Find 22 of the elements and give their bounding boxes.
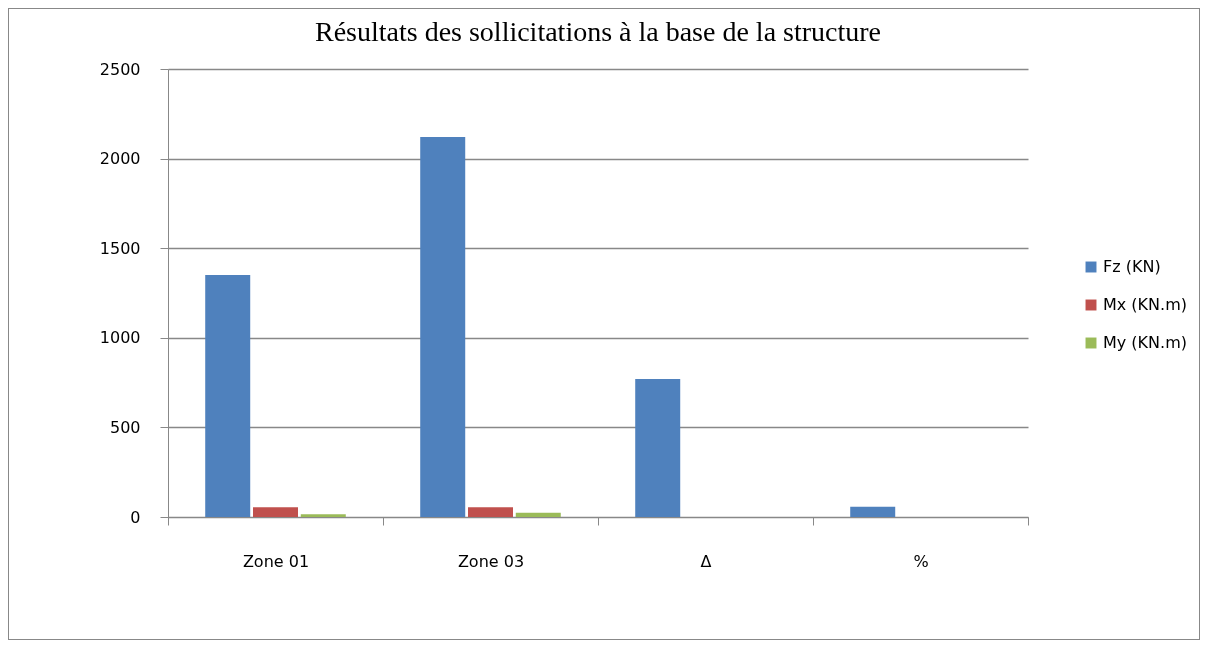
legend-label: Mx (KN.m) [1103, 295, 1187, 314]
y-tick-label: 1500 [99, 238, 141, 258]
x-tick-label: Zone 03 [457, 551, 525, 571]
bar [468, 507, 513, 517]
legend-label: My (KN.m) [1103, 333, 1187, 352]
y-tick-label: 2000 [99, 149, 141, 169]
bar [300, 514, 346, 517]
y-tick-label: 500 [109, 417, 141, 437]
y-tick-label: 0 [130, 507, 141, 527]
bar [205, 275, 251, 517]
x-tick-label: Zone 01 [242, 551, 310, 571]
bar [515, 512, 561, 517]
x-tick-label: Δ [700, 551, 712, 571]
y-tick-label: 2500 [99, 59, 141, 79]
bar [253, 507, 298, 517]
chart-title: Résultats des sollicitations à la base de la structure [314, 16, 882, 47]
bar [850, 506, 896, 517]
x-tick-label: % [913, 551, 929, 571]
bar [420, 137, 466, 517]
legend-label: Fz (KN) [1103, 257, 1161, 276]
y-tick-label: 1000 [99, 328, 141, 348]
bar [635, 379, 681, 517]
